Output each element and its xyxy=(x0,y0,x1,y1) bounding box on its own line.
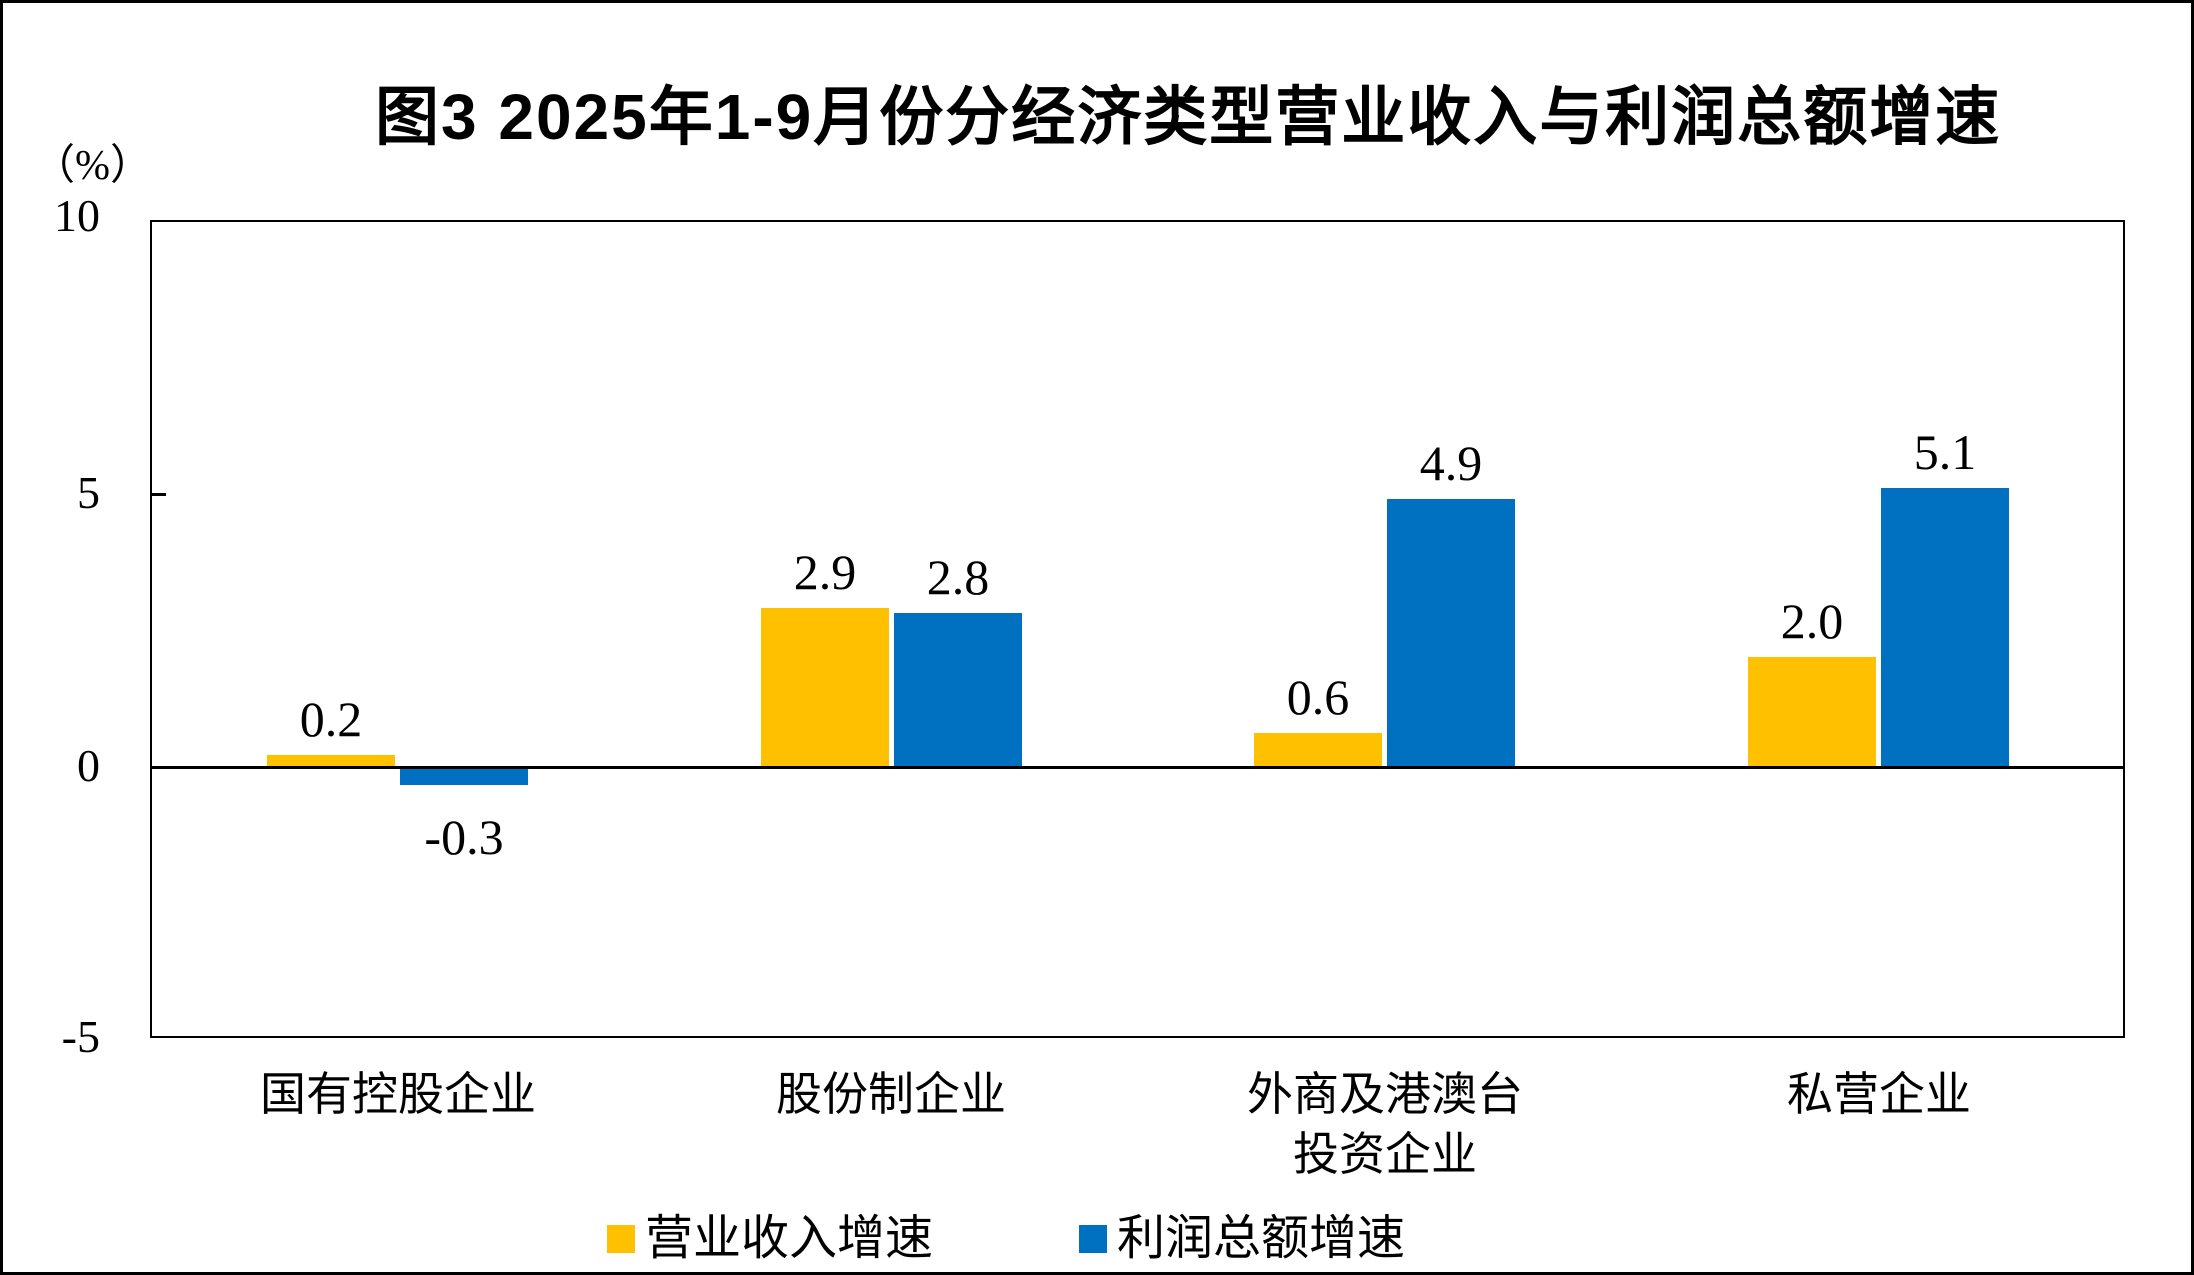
bar-profit-state-owned xyxy=(400,769,528,785)
category-label-foreign-invested: 外商及港澳台 投资企业 xyxy=(1085,1065,1685,1185)
legend-item-profit: 利润总额增速 xyxy=(1079,1211,1405,1267)
data-label-profit-foreign-invested: 4.9 xyxy=(1419,435,1483,491)
bar-revenue-private xyxy=(1748,657,1876,766)
y-axis-unit-label: （%） xyxy=(33,143,152,189)
category-label-line: 私营企业 xyxy=(1787,1069,1971,1120)
legend-swatch-profit xyxy=(1079,1225,1107,1253)
y-tick-label-5: 5 xyxy=(77,467,100,518)
category-label-joint-stock: 股份制企业 xyxy=(591,1065,1191,1125)
bar-revenue-state-owned xyxy=(267,755,395,766)
data-label-profit-state-owned: -0.3 xyxy=(424,809,504,865)
plot-area: 0.2 -0.3 2.9 2.8 0.6 4.9 2.0 5.1 xyxy=(150,220,2125,1038)
data-label-profit-joint-stock: 2.8 xyxy=(926,549,990,605)
category-label-line: 股份制企业 xyxy=(776,1069,1006,1120)
category-label-line: 外商及港澳台 xyxy=(1247,1069,1523,1120)
bar-revenue-foreign-invested xyxy=(1254,733,1382,766)
chart-title: 图3 2025年1-9月份分经济类型营业收入与利润总额增速 xyxy=(375,81,2002,153)
data-label-revenue-state-owned: 0.2 xyxy=(299,691,363,747)
legend-item-revenue: 营业收入增速 xyxy=(607,1211,933,1267)
bar-profit-private xyxy=(1881,488,2009,766)
bar-profit-foreign-invested xyxy=(1387,499,1515,766)
category-label-state-owned: 国有控股企业 xyxy=(98,1065,698,1125)
y-tick-label-minus5: -5 xyxy=(61,1011,100,1062)
y-tick-label-10: 10 xyxy=(54,190,100,241)
category-label-line: 国有控股企业 xyxy=(260,1069,536,1120)
y-tick-label-0: 0 xyxy=(77,740,100,791)
legend-swatch-revenue xyxy=(607,1225,635,1253)
bar-revenue-joint-stock xyxy=(761,608,889,766)
data-label-revenue-private: 2.0 xyxy=(1780,593,1844,649)
category-label-private: 私营企业 xyxy=(1579,1065,2179,1125)
bar-profit-joint-stock xyxy=(894,613,1022,766)
data-label-profit-private: 5.1 xyxy=(1913,424,1977,480)
zero-axis-line xyxy=(152,766,2123,769)
data-label-revenue-joint-stock: 2.9 xyxy=(793,544,857,600)
legend-label-revenue: 营业收入增速 xyxy=(645,1212,934,1265)
data-label-revenue-foreign-invested: 0.6 xyxy=(1286,669,1350,725)
category-label-line: 投资企业 xyxy=(1293,1129,1477,1180)
legend-label-profit: 利润总额增速 xyxy=(1117,1212,1406,1265)
y-axis-tick-mark-5 xyxy=(152,493,166,496)
